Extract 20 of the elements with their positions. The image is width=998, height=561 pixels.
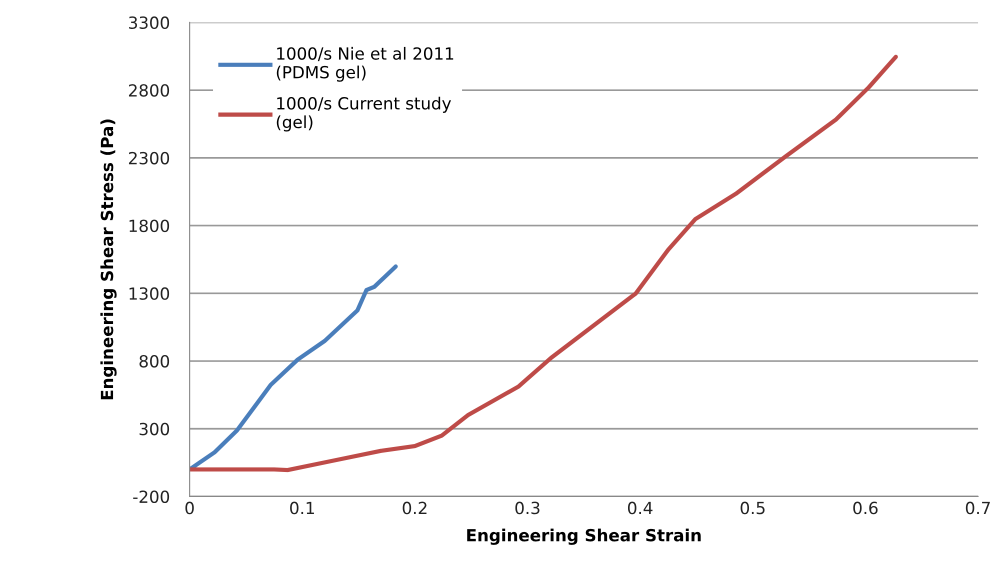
y-tick-label: 2800 [128,84,170,97]
x-tick-label: 0.2 [402,502,426,514]
x-tick-label: 0.6 [853,502,878,514]
legend-label: 1000/s Nie et al 2011 (PDMS gel) [276,46,454,82]
x-tick-label: 0.3 [515,502,540,514]
x-tick-label: 0 [185,502,194,514]
x-tick-label: 0.5 [740,502,765,514]
y-tick-label: 1300 [130,287,170,300]
y-tick-label: 2300 [128,152,170,164]
y-tick-label: 300 [140,422,170,436]
y-tick-label: 1800 [130,220,170,232]
legend-label: 1000/s Current study (gel) [276,96,452,132]
y-axis-title: Engineering Shear Stress (Pa) [100,120,117,400]
x-tick-label: 0.1 [290,502,314,514]
y-tick-label: -200 [133,490,170,504]
x-axis-title: Engineering Shear Strain [467,528,701,545]
y-tick-label: 800 [139,355,170,368]
y-tick-label: 3300 [129,16,170,30]
x-tick-label: 0.7 [966,502,990,514]
x-tick-label: 0.4 [628,502,652,514]
